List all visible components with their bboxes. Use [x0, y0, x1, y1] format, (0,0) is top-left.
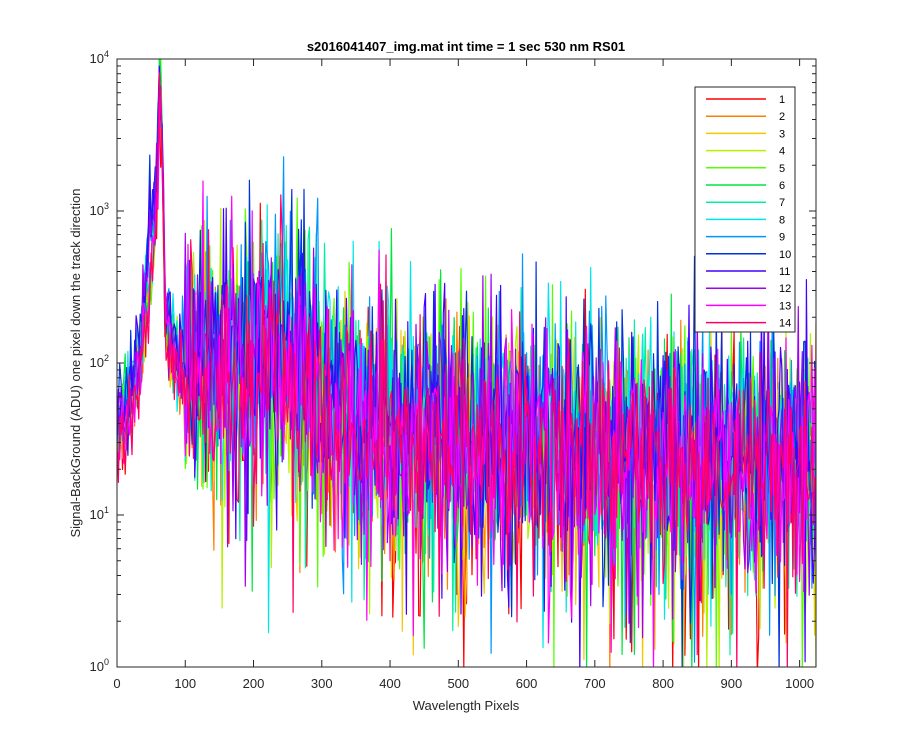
y-tick-label: 102	[90, 353, 109, 370]
legend-label-3: 3	[779, 128, 785, 140]
x-tick-label: 400	[379, 676, 401, 691]
y-tick-label: 103	[90, 201, 109, 218]
legend-box	[694, 86, 796, 333]
legend-label-6: 6	[779, 180, 785, 192]
legend-label-2: 2	[779, 111, 785, 123]
series-layer	[117, 59, 816, 667]
x-tick-label: 100	[174, 676, 196, 691]
x-tick-label: 0	[113, 676, 120, 691]
series-line-14	[117, 72, 816, 667]
x-tick-label: 700	[584, 676, 606, 691]
x-tick-label: 800	[652, 676, 674, 691]
x-axis-label: Wavelength Pixels	[413, 698, 520, 713]
legend-label-5: 5	[779, 163, 785, 175]
legend-label-7: 7	[779, 197, 785, 209]
x-tick-label: 500	[447, 676, 469, 691]
x-axis: 0 100 200 300 400 500 600 700 800 900 1000	[113, 59, 814, 691]
y-tick-label: 101	[90, 505, 109, 522]
legend-label-4: 4	[779, 146, 785, 158]
legend-label-14: 14	[779, 318, 791, 330]
y-axis-label: Signal-BackGround (ADU) one pixel down t…	[68, 188, 83, 537]
legend-label-1: 1	[779, 94, 785, 106]
x-tick-label: 900	[721, 676, 743, 691]
x-tick-label: 200	[243, 676, 265, 691]
x-tick-label: 1000	[785, 676, 814, 691]
legend-label-12: 12	[779, 283, 791, 295]
legend-label-10: 10	[779, 249, 791, 261]
y-tick-label: 104	[90, 49, 109, 66]
chart-title: s2016041407_img.mat int time = 1 sec 530…	[307, 39, 625, 54]
y-tick-label: 100	[90, 657, 109, 674]
legend-label-9: 9	[779, 232, 785, 244]
x-tick-label: 600	[516, 676, 538, 691]
legend-label-11: 11	[779, 266, 790, 278]
legend-label-13: 13	[779, 300, 791, 312]
x-tick-label: 300	[311, 676, 333, 691]
legend-label-8: 8	[779, 214, 785, 226]
